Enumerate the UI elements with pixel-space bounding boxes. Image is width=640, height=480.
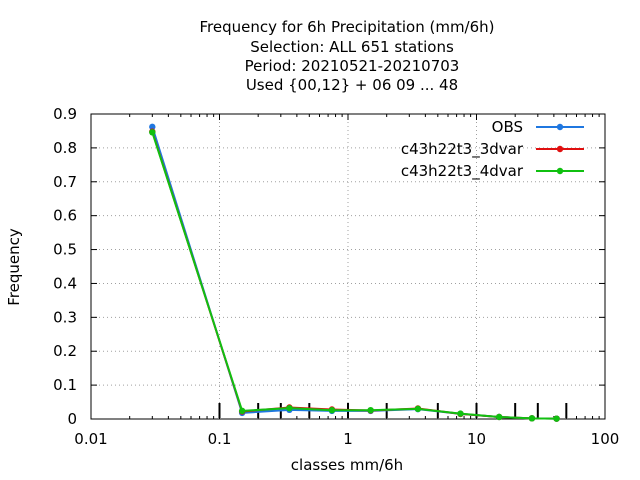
title-line-4: Used {00,12} + 06 09 ... 48	[246, 76, 458, 94]
x-tick-label: 10	[467, 430, 486, 448]
y-tick-label: 0.7	[53, 173, 77, 191]
data-point	[495, 413, 503, 421]
y-tick-label: 0.5	[53, 241, 77, 259]
title-line-1: Frequency for 6h Precipitation (mm/6h)	[199, 18, 494, 36]
legend-marker	[556, 145, 564, 153]
data-point	[149, 129, 156, 136]
data-point	[149, 123, 156, 131]
legend-label: c43h22t3_4dvar	[401, 162, 524, 181]
data-point	[414, 405, 422, 413]
x-tick-labels: 0.01 0.1 1 10 100	[74, 430, 619, 448]
title-line-3: Period: 20210521-20210703	[245, 57, 460, 75]
series-c43h22t3_4dvar	[149, 129, 560, 422]
data-point	[328, 406, 336, 414]
series-line	[151, 131, 557, 420]
chart-title: Frequency for 6h Precipitation (mm/6h) S…	[199, 18, 494, 94]
y-tick-label: 0.2	[53, 342, 77, 360]
data-point	[457, 410, 464, 417]
data-point	[367, 406, 374, 414]
data-point	[528, 415, 536, 422]
x-tick-label: 0.01	[74, 430, 107, 448]
y-tick-label: 0.4	[53, 274, 77, 292]
x-tick-label: 0.1	[208, 430, 232, 448]
legend-marker	[556, 123, 564, 131]
x-axis-label: classes mm/6h	[291, 456, 403, 474]
legend-marker	[556, 167, 564, 175]
y-tick-label: 0.3	[53, 308, 77, 326]
y-axis-label: Frequency	[5, 228, 23, 306]
x-tick-label: 1	[343, 430, 353, 448]
data-point	[286, 404, 293, 412]
series-lines	[149, 123, 560, 422]
data-point	[553, 415, 560, 422]
y-tick-labels: 0 0.1 0.2 0.3 0.4 0.5 0.6 0.7 0.8 0.9	[53, 105, 77, 428]
y-tick-label: 0	[67, 410, 77, 428]
x-tick-label: 100	[591, 430, 620, 448]
y-tick-label: 0.8	[53, 139, 77, 157]
grid	[91, 114, 605, 419]
y-tick-label: 0.9	[53, 105, 77, 123]
legend-label: OBS	[492, 118, 523, 136]
y-tick-label: 0.1	[53, 376, 77, 394]
legend: OBS c43h22t3_3dvar c43h22t3_4dvar	[401, 118, 584, 181]
title-line-2: Selection: ALL 651 stations	[250, 38, 454, 56]
y-tick-label: 0.6	[53, 207, 77, 225]
legend-label: c43h22t3_3dvar	[401, 140, 524, 159]
data-point	[238, 407, 246, 415]
